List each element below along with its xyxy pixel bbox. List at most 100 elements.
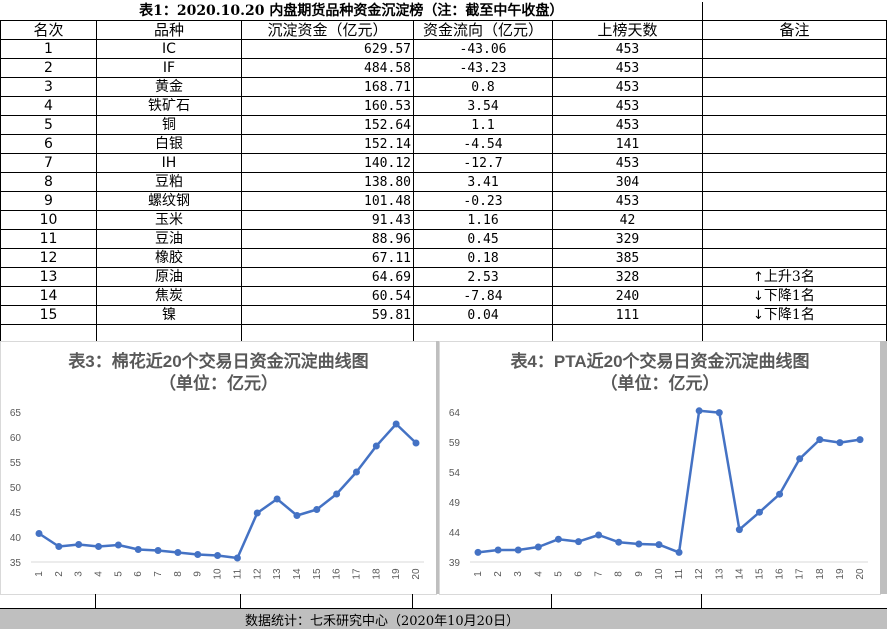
chart-subtitle: （单位：亿元） [159, 374, 278, 393]
cell-rank: 2 [0, 58, 97, 78]
data-point [273, 495, 281, 503]
table-title-row: 表1：2020.10.20 内盘期货品种资金沉淀榜（注：截至中午收盘） [0, 2, 887, 21]
arrow-down-icon: ↓ [753, 288, 764, 304]
y-tick-label: 59 [449, 438, 461, 449]
cell-flow: 0.18 [413, 248, 553, 268]
cell-fund: 91.43 [241, 210, 414, 230]
cell-fund: 168.71 [241, 77, 414, 97]
cell-note [702, 172, 887, 192]
data-point [816, 436, 824, 444]
y-tick-label: 64 [449, 408, 461, 419]
data-point [796, 455, 804, 463]
data-point [635, 540, 643, 548]
cell-rank: 9 [0, 191, 97, 211]
table-row: 10 玉米 91.43 1.16 42 [0, 210, 887, 230]
data-point [615, 538, 623, 546]
cell-fund: 64.69 [241, 267, 414, 287]
y-tick-label: 39 [449, 558, 461, 569]
cell-note [702, 77, 887, 97]
cell-rank: 6 [0, 134, 97, 154]
cell-fund: 138.80 [241, 172, 414, 192]
header-fund: 沉淀资金（亿元） [241, 20, 414, 40]
cell-days: 111 [552, 305, 703, 325]
cell-note [702, 134, 887, 154]
x-tick-label: 5 [113, 571, 124, 577]
x-tick-label: 1 [34, 571, 45, 577]
data-point [333, 490, 341, 498]
x-tick-label: 7 [153, 571, 164, 577]
cell-note [702, 39, 887, 59]
cell-rank: 14 [0, 286, 97, 306]
header-rank: 名次 [0, 20, 97, 40]
note-text: 上升3名 [763, 268, 815, 285]
cell-note: ↑上升3名 [702, 267, 887, 287]
header-note: 备注 [702, 20, 887, 40]
table-row: 2 IF 484.58 -43.23 453 [0, 58, 887, 78]
cell-name: 焦炭 [96, 286, 242, 306]
cell-name: 铜 [96, 115, 242, 135]
x-tick-label: 12 [694, 568, 705, 580]
x-tick-label: 14 [292, 568, 303, 580]
data-point [494, 546, 502, 554]
cell-days: 329 [552, 229, 703, 249]
x-tick-label: 12 [252, 568, 263, 580]
cell-flow: 2.53 [413, 267, 553, 287]
table-row: 9 螺纹钢 101.48 -0.23 453 [0, 191, 887, 211]
data-point [372, 442, 380, 450]
table-row: 13 原油 64.69 2.53 328 ↑上升3名 [0, 267, 887, 287]
table-row: 11 豆油 88.96 0.45 329 [0, 229, 887, 249]
data-point [214, 552, 222, 559]
cell-fund: 88.96 [241, 229, 414, 249]
x-tick-label: 8 [614, 571, 625, 577]
cell-note [702, 153, 887, 173]
pta-chart: 表4：PTA近20个交易日资金沉淀曲线图 （单位：亿元） 39 44 49 54 59 6… [439, 341, 881, 595]
data-point [554, 535, 562, 543]
x-tick-label: 9 [634, 571, 645, 577]
data-point [293, 512, 301, 519]
table-row: 8 豆粕 138.80 3.41 304 [0, 172, 887, 192]
cell-name: 镍 [96, 305, 242, 325]
cell-name: IH [96, 153, 242, 173]
x-tick-label: 8 [173, 571, 184, 577]
cell-rank: 5 [0, 115, 97, 135]
cell-flow: -43.23 [413, 58, 553, 78]
cell-days: 453 [552, 191, 703, 211]
y-tick-label: 45 [10, 508, 22, 519]
chart-title: 表3：棉花近20个交易日资金沉淀曲线图 [68, 352, 369, 371]
cell-flow: 3.54 [413, 96, 553, 116]
cell-days: 42 [552, 210, 703, 230]
cotton-chart: 表3：棉花近20个交易日资金沉淀曲线图 （单位：亿元） 35 40 45 50 55 60… [0, 341, 437, 595]
x-tick-label: 16 [332, 568, 343, 580]
data-point [412, 439, 420, 447]
cell-rank: 1 [0, 39, 97, 59]
x-tick-label: 6 [133, 571, 144, 577]
data-point [595, 531, 603, 539]
data-point [313, 506, 321, 513]
y-tick-label: 65 [10, 408, 22, 419]
x-tick-label: 13 [714, 568, 725, 580]
x-tick-label: 15 [312, 568, 323, 580]
cell-days: 453 [552, 58, 703, 78]
cell-days: 453 [552, 96, 703, 116]
cell-fund: 160.53 [241, 96, 414, 116]
x-tick-label: 20 [855, 568, 866, 580]
table-row: 3 黄金 168.71 0.8 453 [0, 77, 887, 97]
cell-note [702, 191, 887, 211]
x-tick-label: 3 [513, 571, 524, 577]
x-tick-label: 9 [193, 571, 204, 577]
cell-note: ↓下降1名 [702, 286, 887, 306]
data-point [75, 541, 83, 548]
series-line [38, 422, 417, 560]
x-tick-label: 2 [493, 571, 504, 577]
data-point [735, 526, 743, 534]
data-point [95, 543, 103, 550]
data-point [35, 530, 43, 537]
x-tick-label: 10 [654, 568, 665, 580]
data-point [675, 548, 683, 556]
cell-days: 385 [552, 248, 703, 268]
header-days: 上榜天数 [552, 20, 703, 40]
cell-note [702, 58, 887, 78]
x-tick-label: 1 [473, 571, 484, 577]
cell-fund: 59.81 [241, 305, 414, 325]
table-header-row: 名次 品种 沉淀资金（亿元） 资金流向（亿元） 上榜天数 备注 [0, 20, 887, 40]
